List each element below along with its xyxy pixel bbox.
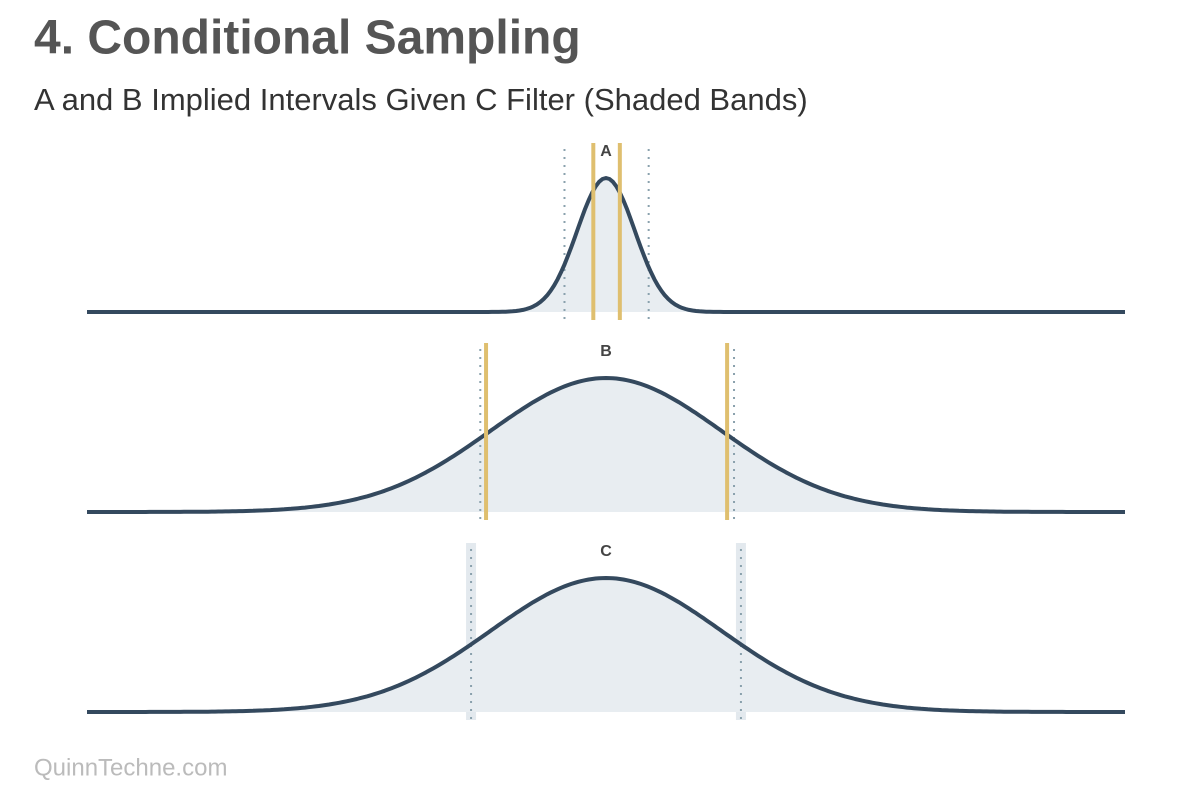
density-curve <box>87 376 1125 514</box>
density-curve <box>87 576 1125 714</box>
filter-band <box>735 543 746 720</box>
panel-label: A <box>600 143 612 160</box>
density-area <box>87 378 1125 512</box>
title: 4. Conditional Sampling <box>34 12 581 65</box>
filter-band <box>466 543 477 720</box>
density-curve <box>87 176 1125 314</box>
panel-label: B <box>600 343 612 360</box>
panel-label: C <box>600 543 612 560</box>
density-area <box>87 178 1125 312</box>
footer: QuinnTechne.com <box>34 754 227 781</box>
subtitle: A and B Implied Intervals Given C Filter… <box>34 82 808 117</box>
density-area <box>87 578 1125 712</box>
